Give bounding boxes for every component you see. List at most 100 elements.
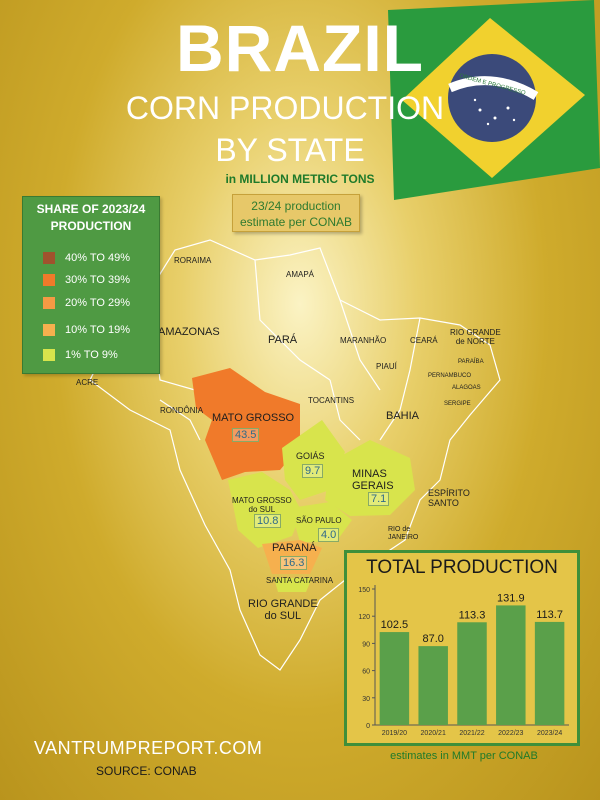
state-sao-paulo <box>290 502 352 542</box>
source-label: SOURCE: CONAB <box>96 764 197 778</box>
legend-swatch <box>43 324 55 336</box>
bar <box>379 632 410 725</box>
x-tick-label: 2020/21 <box>421 730 446 737</box>
flag-stars <box>473 98 516 126</box>
label-rondonia: RONDÔNIA <box>160 406 204 415</box>
chart-title: TOTAL PRODUCTION <box>366 557 558 578</box>
label-bahia: BAHIA <box>386 410 420 422</box>
label-alagoas: ALAGOAS <box>452 385 481 391</box>
y-tick-label: 90 <box>362 641 370 648</box>
y-tick-label: 150 <box>358 587 370 594</box>
state-santa-catarina <box>274 578 312 592</box>
label-piaui: PIAUÍ <box>376 362 397 371</box>
y-tick-label: 120 <box>358 614 370 621</box>
chart-note: estimates in MMT per CONAB <box>390 750 538 762</box>
label-rio-grande-do-sul: RIO GRANDE do SUL <box>248 598 318 622</box>
label-mato-grosso: MATO GROSSO <box>212 412 295 424</box>
label-tocantins: TOCANTINS <box>308 396 355 405</box>
border-to <box>329 379 361 441</box>
value-parana: 16.3 <box>280 556 308 570</box>
x-tick-label: 2021/22 <box>459 730 484 737</box>
bar-value-label: 131.9 <box>497 592 525 604</box>
value-sao-paulo: 4.0 <box>318 528 340 542</box>
estimate-note-line2: estimate per CONAB <box>239 215 353 229</box>
border-pa <box>254 259 331 381</box>
label-espirito-santo-l2: SANTO <box>428 498 459 508</box>
state-borders <box>89 239 501 671</box>
label-mato-grosso-do-sul-l1: MATO GROSSO <box>232 496 292 505</box>
label-rio-grande-do-sul-l1: RIO GRANDE <box>248 598 318 610</box>
label-minas-gerais-l2: GERAIS <box>352 480 394 492</box>
legend-swatch <box>43 349 55 361</box>
y-tick-label: 0 <box>366 723 370 730</box>
site-name: VANTRUMPREPORT.COM <box>34 738 263 758</box>
legend-item: 40% TO 49% <box>43 251 130 265</box>
legend-label: 40% TO 49% <box>65 252 131 264</box>
bar-value-label: 87.0 <box>422 633 443 645</box>
label-ceara: CEARÁ <box>410 336 438 345</box>
total-production-panel: TOTAL PRODUCTION 0 30 60 90 120 150 102.5 2019/… <box>344 550 580 746</box>
page-title: BRAZIL <box>176 11 424 85</box>
label-rio-grande-do-sul-l2: do SUL <box>264 610 302 622</box>
legend-label: 20% TO 29% <box>65 297 131 309</box>
estimate-note: 23/24 production estimate per CONAB <box>232 194 360 232</box>
label-rio-grande-norte-l1: RIO GRANDE <box>450 328 501 337</box>
subtitle-line2: BY STATE <box>215 132 365 168</box>
y-tick-label: 30 <box>362 696 370 703</box>
label-rio-de-janeiro-l1: RIO de <box>388 526 411 533</box>
bar <box>418 646 448 725</box>
bar-value-label: 102.5 <box>381 619 409 631</box>
legend-swatch <box>43 297 55 309</box>
state-mato-grosso <box>192 368 300 480</box>
legend-swatch <box>43 274 55 286</box>
units-label: in MILLION METRIC TONS <box>225 172 375 186</box>
label-santa-catarina: SANTA CATARINA <box>266 576 334 585</box>
legend-label: 30% TO 39% <box>65 274 131 286</box>
brazil-flag-graphic: ORDEM E PROGRESSO <box>388 0 600 200</box>
legend-swatch <box>43 252 55 264</box>
label-amazonas: AMAZONAS <box>158 326 220 338</box>
state-minas-gerais <box>325 440 415 516</box>
bar-value-label: 113.7 <box>536 609 563 621</box>
x-tick-label: 2019/20 <box>382 730 407 737</box>
x-tick-label: 2022/23 <box>498 730 523 737</box>
value-minas-gerais: 7.1 <box>368 492 390 506</box>
border-ro <box>159 399 201 441</box>
country-outline <box>89 239 501 671</box>
subtitle-line1: CORN PRODUCTION <box>125 90 445 126</box>
label-acre: ACRE <box>76 378 99 387</box>
label-parana: PARANÁ <box>272 542 317 554</box>
value-goias: 9.7 <box>302 464 324 478</box>
bar <box>496 605 526 725</box>
label-minas-gerais-l1: MINAS <box>352 468 387 480</box>
share-legend: SHARE OF 2023/24 PRODUCTION 40% TO 49% 3… <box>22 196 160 374</box>
label-para: PARÁ <box>268 334 298 346</box>
label-rio-grande-norte-l2: de NORTE <box>455 337 495 346</box>
value-mato-grosso-do-sul: 10.8 <box>254 514 282 528</box>
label-sergipe: SERGIPE <box>444 401 471 407</box>
legend-label: 10% TO 19% <box>65 324 131 336</box>
legend-item: 30% TO 39% <box>43 273 130 287</box>
label-paraiba: PARAÍBA <box>458 359 484 365</box>
label-amapa: AMAPÁ <box>286 270 315 279</box>
label-espirito-santo-l1: ESPÍRITO <box>428 488 470 498</box>
label-espirito-santo: ESPÍRITO SANTO <box>428 488 470 508</box>
legend-item: 1% TO 9% <box>43 348 118 362</box>
x-tick-label: 2023/24 <box>537 730 562 737</box>
label-pernambuco: PERNAMBUCO <box>428 373 472 379</box>
label-goias: GOIÁS <box>296 451 325 461</box>
legend-item: 10% TO 19% <box>43 323 130 337</box>
state-mato-grosso-do-sul <box>228 472 302 548</box>
legend-item: 20% TO 29% <box>43 296 130 310</box>
flag-band <box>448 76 539 100</box>
label-mato-grosso-do-sul: MATO GROSSO do SUL <box>232 496 292 514</box>
y-tick-label: 60 <box>362 669 370 676</box>
bar <box>534 621 565 725</box>
label-sao-paulo: SÃO PAULO <box>296 516 342 525</box>
legend-title-line1: SHARE OF 2023/24 <box>36 202 146 216</box>
border-ma <box>339 299 381 391</box>
label-mato-grosso-do-sul-l2: do SUL <box>248 505 276 514</box>
label-minas-gerais: MINAS GERAIS <box>352 468 394 492</box>
legend-label: 1% TO 9% <box>65 349 118 361</box>
